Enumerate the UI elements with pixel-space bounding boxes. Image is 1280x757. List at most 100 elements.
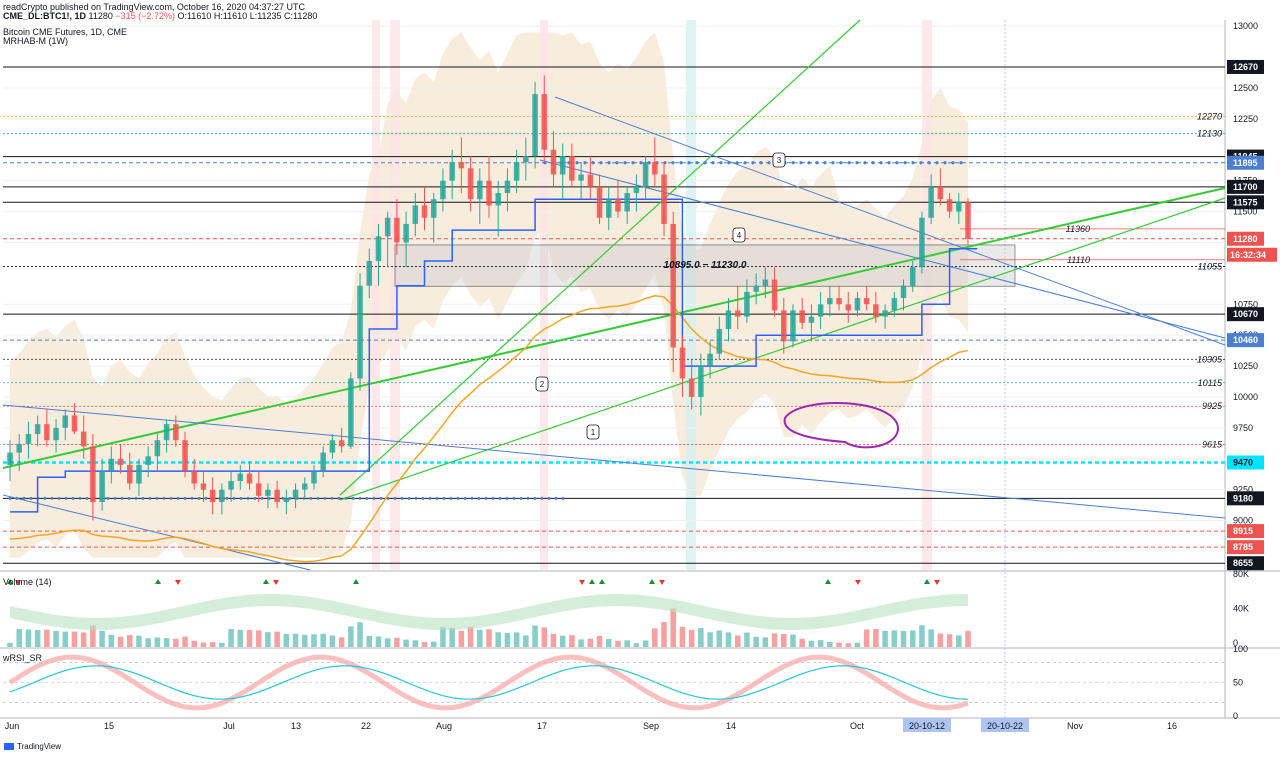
dotted-level-marker xyxy=(225,496,229,500)
candle xyxy=(891,291,898,317)
dotted-level-marker xyxy=(799,161,803,165)
volume-bar xyxy=(679,626,686,647)
dotted-level-marker xyxy=(414,496,418,500)
sell-signal-marker xyxy=(855,580,861,585)
dotted-level-marker xyxy=(623,161,627,165)
y-tick-label: 10250 xyxy=(1233,361,1258,371)
volume-bar xyxy=(744,632,750,647)
candle-body xyxy=(34,424,41,435)
candle-body xyxy=(762,279,769,286)
last-close-label: 11280 xyxy=(88,11,113,21)
candle xyxy=(642,155,649,200)
candle-body xyxy=(725,310,732,329)
volume-bar xyxy=(578,639,584,647)
callout-label: 1 xyxy=(591,428,596,437)
dotted-level-marker xyxy=(29,496,33,500)
highlight-band xyxy=(686,20,696,570)
step-support-line xyxy=(10,198,978,513)
volume-bar xyxy=(458,630,465,647)
dotted-level-marker xyxy=(22,496,26,500)
moving-average-line xyxy=(9,295,969,563)
candle xyxy=(449,149,455,200)
candle xyxy=(863,285,870,311)
callout-label: 4 xyxy=(737,231,742,240)
candle xyxy=(523,137,529,181)
volume-bar xyxy=(587,638,594,647)
dotted-level-marker xyxy=(855,161,859,165)
volume-bar xyxy=(477,629,483,647)
price-badge xyxy=(1227,59,1264,74)
price-badge xyxy=(1227,333,1264,348)
rsi-tick-label: 0 xyxy=(1233,711,1238,721)
callout: 2 xyxy=(535,376,549,392)
candle-body xyxy=(191,471,197,484)
candle xyxy=(292,483,299,509)
ohlc-label: O:11610 H:11610 L:11235 C:11280 xyxy=(177,11,318,21)
candle-body xyxy=(338,440,345,447)
sell-signal-marker xyxy=(659,580,665,585)
candle xyxy=(965,197,971,245)
candle xyxy=(440,168,446,212)
volume-ribbon xyxy=(10,594,968,630)
trend-line xyxy=(2,404,1226,519)
volume-bar xyxy=(652,628,658,647)
dotted-level-marker xyxy=(183,496,187,500)
volume-bar xyxy=(228,629,234,647)
volume-bar xyxy=(486,629,492,647)
candle xyxy=(384,211,391,268)
price-badge-label: 11280 xyxy=(1233,234,1258,244)
tradingview-logo[interactable]: TradingView xyxy=(4,742,61,751)
volume-bar xyxy=(283,633,290,647)
candle-body xyxy=(688,378,695,397)
volume-bar xyxy=(357,622,363,647)
candle xyxy=(34,415,41,447)
volume-bar xyxy=(34,630,41,647)
candle xyxy=(587,155,594,200)
candle-body xyxy=(845,304,852,311)
candle-body xyxy=(652,162,658,175)
volume-bar xyxy=(90,625,96,647)
dotted-level-marker xyxy=(631,161,635,165)
volume-bar xyxy=(753,636,759,647)
candle xyxy=(771,267,778,317)
volume-bar xyxy=(108,634,115,647)
candle xyxy=(495,180,501,237)
price-level-label: 9615 xyxy=(1202,440,1223,450)
dotted-level-marker xyxy=(540,496,544,500)
price-badge xyxy=(1227,556,1264,571)
candle-body xyxy=(283,498,290,503)
dotted-level-marker xyxy=(316,496,320,500)
candle-body xyxy=(790,310,796,342)
highlight-band xyxy=(390,20,400,570)
candle-body xyxy=(605,199,612,218)
candle xyxy=(817,291,824,329)
candle-body xyxy=(357,285,363,379)
price-badge-label: 11895 xyxy=(1233,158,1258,168)
y-tick-label: 10000 xyxy=(1233,392,1258,402)
volume-bar xyxy=(255,630,262,647)
dotted-level-marker xyxy=(533,496,537,500)
candle-body xyxy=(163,424,170,441)
buy-signal-marker xyxy=(924,579,930,584)
candle-body xyxy=(541,94,548,150)
dotted-level-marker xyxy=(823,161,827,165)
y-tick-label: 12500 xyxy=(1233,83,1258,93)
volume-bar xyxy=(200,642,207,647)
candle xyxy=(836,285,842,311)
dotted-level-marker xyxy=(337,496,341,500)
candle xyxy=(375,223,382,286)
buy-signal-marker xyxy=(599,579,605,584)
volume-bar xyxy=(946,634,953,647)
candle-body xyxy=(532,94,538,156)
price-badge xyxy=(1227,540,1264,555)
dotted-level-marker xyxy=(599,161,603,165)
candle xyxy=(357,273,363,391)
countdown-badge xyxy=(1227,247,1277,262)
candle xyxy=(504,168,511,212)
candle-body xyxy=(467,168,474,200)
volume-bar xyxy=(16,629,22,647)
candle-body xyxy=(62,415,69,428)
volume-bar xyxy=(771,633,778,647)
candle xyxy=(486,155,492,218)
